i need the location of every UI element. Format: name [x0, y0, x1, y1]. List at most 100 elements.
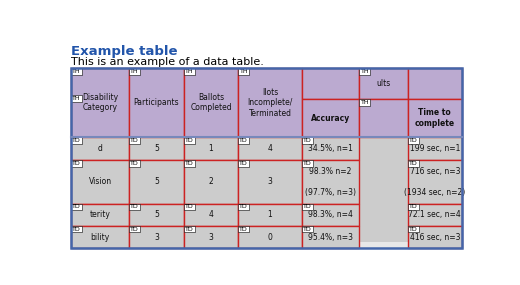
Text: TD: TD	[303, 138, 311, 143]
Bar	[71, 242, 462, 248]
Bar	[129, 226, 140, 232]
Text: TH: TH	[360, 69, 369, 74]
Bar	[71, 137, 82, 144]
Text: Participants: Participants	[134, 98, 179, 107]
Text: Time to
complete: Time to complete	[415, 108, 455, 128]
Text: TD: TD	[239, 204, 248, 209]
Bar	[302, 160, 359, 204]
Text: bility: bility	[90, 233, 110, 242]
Text: 416 sec, n=3: 416 sec, n=3	[410, 233, 460, 242]
Text: TD: TD	[239, 161, 248, 166]
Bar	[184, 68, 238, 137]
Bar	[129, 160, 140, 166]
Text: TD: TD	[72, 204, 81, 209]
Text: TH: TH	[360, 99, 369, 105]
Bar	[302, 160, 313, 166]
Text: 716 sec, n=3

(1934 sec, n=2): 716 sec, n=3 (1934 sec, n=2)	[404, 167, 465, 197]
Bar	[238, 160, 249, 166]
Bar	[359, 68, 408, 99]
Text: TH: TH	[240, 69, 248, 74]
Bar	[302, 204, 313, 210]
Text: TD: TD	[72, 161, 81, 166]
Bar	[129, 137, 140, 144]
Text: 5: 5	[154, 177, 159, 186]
Text: TD: TD	[130, 138, 139, 143]
Bar	[359, 68, 370, 75]
Text: 34.5%, n=1: 34.5%, n=1	[308, 144, 353, 153]
Text: This is an example of a data table.: This is an example of a data table.	[71, 56, 264, 66]
Bar	[238, 226, 249, 232]
Text: ults: ults	[376, 79, 391, 88]
Bar	[238, 160, 302, 204]
Bar	[71, 160, 462, 204]
Text: 3: 3	[268, 177, 272, 186]
Bar	[129, 204, 140, 210]
Text: 3: 3	[209, 233, 214, 242]
Bar	[129, 137, 184, 160]
Bar	[238, 137, 249, 144]
Text: TD: TD	[130, 227, 139, 232]
Bar	[302, 226, 359, 248]
Bar	[71, 68, 462, 72]
Bar	[238, 68, 249, 75]
Text: 2: 2	[209, 177, 213, 186]
Bar	[302, 99, 359, 137]
Bar	[408, 160, 462, 204]
Bar	[184, 226, 238, 248]
Bar	[71, 204, 82, 210]
Bar	[71, 68, 462, 137]
Bar	[71, 68, 129, 137]
Text: TH: TH	[130, 69, 139, 74]
Bar	[71, 204, 462, 226]
Bar	[129, 68, 140, 75]
Bar	[302, 137, 313, 144]
Bar	[129, 204, 184, 226]
Text: 98.3%, n=4: 98.3%, n=4	[308, 210, 353, 219]
Bar	[71, 68, 82, 75]
Bar	[184, 137, 194, 144]
Text: TD: TD	[409, 204, 418, 209]
Bar	[408, 137, 419, 144]
Bar	[408, 226, 462, 248]
Text: TD: TD	[185, 227, 193, 232]
Text: 1: 1	[209, 144, 213, 153]
Text: TD: TD	[185, 204, 193, 209]
Bar	[408, 226, 419, 232]
Text: TH: TH	[185, 69, 193, 74]
Text: Disability
Category: Disability Category	[82, 93, 118, 113]
Bar	[129, 160, 184, 204]
Bar	[184, 68, 194, 75]
Bar	[71, 226, 82, 232]
Bar	[71, 95, 82, 102]
Bar	[408, 137, 462, 160]
Bar	[184, 204, 238, 226]
Text: TD: TD	[185, 138, 193, 143]
Bar	[184, 160, 238, 204]
Text: llots
Incomplete/
Terminated: llots Incomplete/ Terminated	[248, 88, 293, 118]
Bar	[408, 160, 419, 166]
Text: TD: TD	[303, 227, 311, 232]
Text: TD: TD	[239, 138, 248, 143]
Bar	[129, 68, 184, 137]
Bar	[408, 204, 462, 226]
Bar	[238, 68, 302, 137]
Text: TD: TD	[72, 138, 81, 143]
Text: TD: TD	[303, 204, 311, 209]
Bar	[71, 137, 462, 160]
Bar	[408, 204, 419, 210]
Text: TD: TD	[409, 227, 418, 232]
Text: 3: 3	[154, 233, 159, 242]
Text: TH: TH	[72, 96, 81, 101]
Text: 95.4%, n=3: 95.4%, n=3	[308, 233, 353, 242]
Bar	[71, 160, 82, 166]
Bar	[359, 99, 370, 105]
Text: 98.3% n=2

(97.7%, n=3): 98.3% n=2 (97.7%, n=3)	[305, 167, 356, 197]
Text: 72.1 sec, n=4: 72.1 sec, n=4	[409, 210, 461, 219]
Text: 5: 5	[154, 144, 159, 153]
Bar	[71, 137, 129, 160]
Bar	[302, 137, 359, 160]
Bar	[184, 137, 238, 160]
Text: Vision: Vision	[88, 177, 112, 186]
Text: terity: terity	[89, 210, 111, 219]
Bar	[359, 99, 408, 137]
